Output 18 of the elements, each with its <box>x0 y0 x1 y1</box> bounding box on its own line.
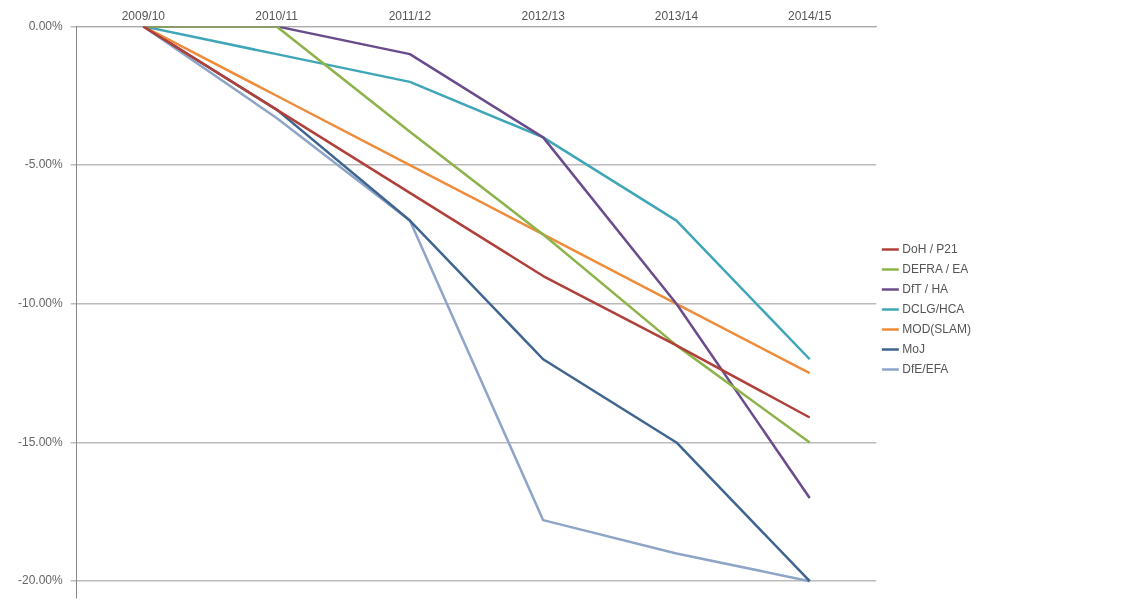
x-tick-label: 2010/11 <box>255 8 299 23</box>
y-tick-label: 0.00% <box>28 18 64 33</box>
x-tick-label: 2011/12 <box>388 8 432 23</box>
x-tick-label: 2013/14 <box>654 8 699 23</box>
y-tick-label: -5.00% <box>24 157 64 172</box>
legend-label: MoJ <box>902 341 926 356</box>
legend-label: DfT / HA <box>902 281 949 296</box>
legend-label: DEFRA / EA <box>902 261 969 276</box>
x-tick-label: 2014/15 <box>788 8 832 23</box>
x-tick-label: 2012/13 <box>521 8 566 23</box>
legend-label: DfE/EFA <box>902 361 949 376</box>
legend-label: MOD(SLAM) <box>902 321 972 336</box>
y-tick-label: -20.00% <box>17 573 64 588</box>
y-tick-label: -15.00% <box>17 434 64 449</box>
x-tick-label: 2009/10 <box>121 8 166 23</box>
y-tick-label: -10.00% <box>17 296 64 311</box>
legend-label: DoH / P21 <box>902 241 959 256</box>
legend-label: DCLG/HCA <box>902 301 965 316</box>
